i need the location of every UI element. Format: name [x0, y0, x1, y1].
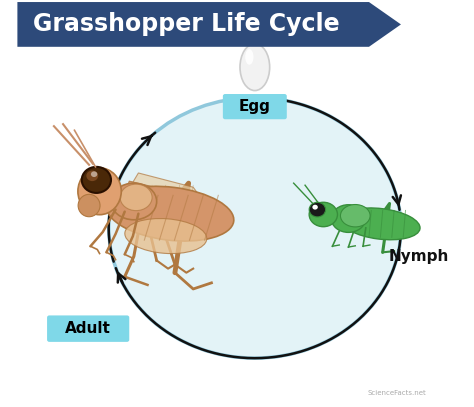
Ellipse shape	[120, 184, 152, 211]
Text: ScienceFacts.net: ScienceFacts.net	[367, 390, 426, 396]
Ellipse shape	[341, 208, 420, 240]
Text: Nymph: Nymph	[389, 249, 449, 264]
Ellipse shape	[125, 219, 207, 254]
Text: Egg: Egg	[239, 99, 271, 114]
FancyBboxPatch shape	[223, 94, 287, 119]
Circle shape	[82, 167, 111, 193]
Text: Adult: Adult	[65, 321, 111, 336]
Ellipse shape	[240, 44, 270, 91]
Ellipse shape	[340, 204, 370, 227]
Polygon shape	[18, 2, 401, 47]
Ellipse shape	[309, 202, 337, 227]
Ellipse shape	[245, 49, 254, 65]
Circle shape	[91, 171, 97, 177]
Circle shape	[309, 202, 326, 217]
Polygon shape	[120, 173, 211, 224]
FancyBboxPatch shape	[47, 315, 129, 342]
Ellipse shape	[331, 205, 365, 232]
Ellipse shape	[78, 195, 100, 217]
Text: Grasshopper Life Cycle: Grasshopper Life Cycle	[33, 13, 340, 36]
Ellipse shape	[78, 168, 121, 215]
Ellipse shape	[111, 183, 157, 220]
Ellipse shape	[107, 186, 234, 241]
Circle shape	[312, 205, 318, 210]
Polygon shape	[120, 181, 189, 222]
Circle shape	[86, 171, 98, 181]
Circle shape	[109, 98, 401, 358]
